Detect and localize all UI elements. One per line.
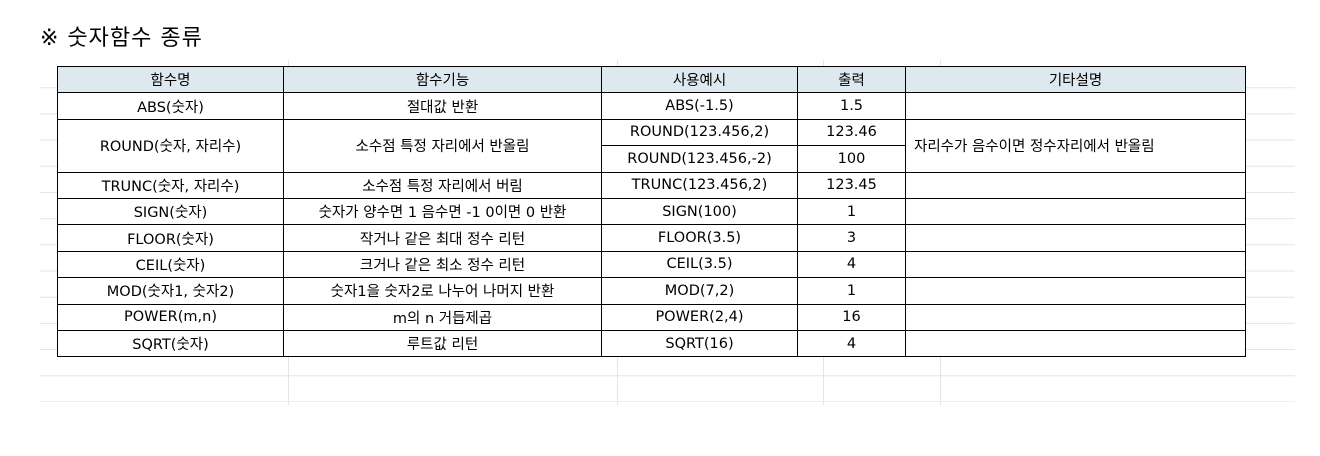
cell-note[interactable] — [905, 224, 1246, 252]
cell-note[interactable] — [905, 92, 1246, 120]
cell-note[interactable]: 자리수가 음수이면 정수자리에서 반올림 — [905, 118, 1246, 173]
cell-output[interactable]: 16 — [797, 303, 906, 331]
cell-note[interactable] — [905, 329, 1246, 358]
cell-output[interactable]: 1 — [797, 277, 906, 305]
cell-function-desc[interactable]: 숫자1을 숫자2로 나누어 나머지 반환 — [283, 277, 602, 305]
header-cell-note[interactable]: 기타설명 — [905, 65, 1246, 94]
cell-output[interactable]: 1.5 — [797, 92, 906, 120]
table-row: CEIL(숫자) 크거나 같은 최소 정수 리턴 CEIL(3.5) 4 — [57, 250, 1246, 279]
cell-usage[interactable]: SQRT(16) — [601, 329, 798, 358]
table-row: SQRT(숫자) 루트값 리턴 SQRT(16) 4 — [57, 329, 1246, 358]
cell-output[interactable]: 123.45 — [797, 171, 906, 199]
cell-function-name[interactable]: SQRT(숫자) — [57, 329, 284, 358]
table-row: ROUND(숫자, 자리수) 소수점 특정 자리에서 반올림 ROUND(123… — [57, 118, 1246, 173]
cell-note[interactable] — [905, 277, 1246, 305]
header-cell-output[interactable]: 출력 — [797, 65, 906, 94]
cell-output[interactable]: 1 — [797, 197, 906, 226]
header-cell-usage[interactable]: 사용예시 — [601, 65, 798, 94]
table-row: MOD(숫자1, 숫자2) 숫자1을 숫자2로 나누어 나머지 반환 MOD(7… — [57, 277, 1246, 305]
cell-output[interactable]: 100 — [797, 145, 906, 173]
cell-usage[interactable]: ROUND(123.456,2) — [601, 118, 798, 147]
cell-usage[interactable]: POWER(2,4) — [601, 303, 798, 331]
header-cell-function-name[interactable]: 함수명 — [57, 65, 284, 94]
cell-output[interactable]: 123.46 — [797, 118, 906, 147]
function-table: 함수명 함수기능 사용예시 출력 기타설명 ABS(숫자) 절대값 반환 ABS… — [57, 65, 1246, 358]
cell-function-desc[interactable]: 소수점 특정 자리에서 반올림 — [283, 118, 602, 173]
cell-usage[interactable]: FLOOR(3.5) — [601, 224, 798, 252]
table-row: FLOOR(숫자) 작거나 같은 최대 정수 리턴 FLOOR(3.5) 3 — [57, 224, 1246, 252]
table-header-row: 함수명 함수기능 사용예시 출력 기타설명 — [57, 65, 1246, 94]
page-title: ※ 숫자함수 종류 — [40, 26, 203, 51]
cell-note[interactable] — [905, 303, 1246, 331]
cell-usage[interactable]: CEIL(3.5) — [601, 250, 798, 279]
cell-output[interactable]: 4 — [797, 329, 906, 358]
cell-usage[interactable]: MOD(7,2) — [601, 277, 798, 305]
cell-function-desc[interactable]: 크거나 같은 최소 정수 리턴 — [283, 250, 602, 279]
cell-function-name[interactable]: ABS(숫자) — [57, 92, 284, 120]
cell-usage[interactable]: ABS(-1.5) — [601, 92, 798, 120]
table-row: ABS(숫자) 절대값 반환 ABS(-1.5) 1.5 — [57, 92, 1246, 120]
cell-function-name[interactable]: SIGN(숫자) — [57, 197, 284, 226]
cell-usage[interactable]: SIGN(100) — [601, 197, 798, 226]
cell-function-name[interactable]: FLOOR(숫자) — [57, 224, 284, 252]
table-row: TRUNC(숫자, 자리수) 소수점 특정 자리에서 버림 TRUNC(123.… — [57, 171, 1246, 199]
cell-function-desc[interactable]: 숫자가 양수면 1 음수면 -1 0이면 0 반환 — [283, 197, 602, 226]
cell-function-name[interactable]: MOD(숫자1, 숫자2) — [57, 277, 284, 305]
table-row: POWER(m,n) m의 n 거듭제곱 POWER(2,4) 16 — [57, 303, 1246, 331]
cell-output[interactable]: 4 — [797, 250, 906, 279]
cell-function-desc[interactable]: 소수점 특정 자리에서 버림 — [283, 171, 602, 199]
cell-function-desc[interactable]: 루트값 리턴 — [283, 329, 602, 358]
cell-function-name[interactable]: TRUNC(숫자, 자리수) — [57, 171, 284, 199]
cell-function-name[interactable]: ROUND(숫자, 자리수) — [57, 118, 284, 173]
cell-function-name[interactable]: CEIL(숫자) — [57, 250, 284, 279]
cell-usage[interactable]: ROUND(123.456,-2) — [601, 145, 798, 173]
cell-function-desc[interactable]: m의 n 거듭제곱 — [283, 303, 602, 331]
cell-note[interactable] — [905, 171, 1246, 199]
header-cell-function-desc[interactable]: 함수기능 — [283, 65, 602, 94]
table-row: SIGN(숫자) 숫자가 양수면 1 음수면 -1 0이면 0 반환 SIGN(… — [57, 197, 1246, 226]
cell-output[interactable]: 3 — [797, 224, 906, 252]
cell-usage[interactable]: TRUNC(123.456,2) — [601, 171, 798, 199]
cell-function-name[interactable]: POWER(m,n) — [57, 303, 284, 331]
cell-function-desc[interactable]: 절대값 반환 — [283, 92, 602, 120]
cell-note[interactable] — [905, 197, 1246, 226]
cell-note[interactable] — [905, 250, 1246, 279]
cell-function-desc[interactable]: 작거나 같은 최대 정수 리턴 — [283, 224, 602, 252]
